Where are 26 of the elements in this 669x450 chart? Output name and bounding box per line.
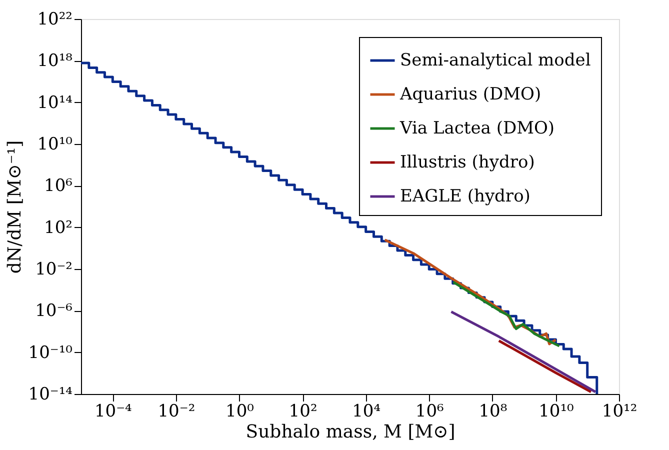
- x-tick-label: 10¹²: [602, 402, 638, 422]
- y-tick-label: 10¹⁸: [37, 51, 73, 72]
- legend-label: Via Lactea (DMO): [399, 118, 555, 138]
- legend-label: Illustris (hydro): [400, 152, 535, 172]
- x-tick-label: 10⁴: [352, 402, 381, 422]
- x-tick-label: 10²: [288, 402, 318, 422]
- x-axis-title: Subhalo mass, M [M⊙]: [246, 422, 456, 442]
- x-tick-label: 10¹⁰: [538, 402, 574, 422]
- y-tick-label: 10²²: [37, 10, 72, 30]
- x-tick-label: 10⁸: [478, 402, 508, 422]
- legend-label: Aquarius (DMO): [399, 84, 542, 104]
- y-axis-title: dN/dM [M⊙⁻¹]: [4, 140, 26, 274]
- y-tick-label: 10¹⁴: [37, 92, 73, 113]
- y-tick-label: 10⁻¹⁰: [28, 342, 73, 363]
- legend-label: EAGLE (hydro): [400, 186, 530, 206]
- y-tick-label: 10⁻¹⁴: [28, 384, 73, 404]
- y-tick-label: 10⁻⁶: [35, 301, 73, 322]
- y-tick-label: 10²: [44, 218, 72, 238]
- x-tick-label: 10⁰: [226, 402, 254, 422]
- x-tick-label: 10⁻⁴: [94, 402, 132, 422]
- x-tick-label: 10⁶: [415, 402, 444, 422]
- x-tick-label: 10⁻²: [158, 402, 196, 422]
- legend-label: Semi-analytical model: [400, 50, 591, 70]
- y-tick-label: 10⁶: [44, 176, 73, 196]
- y-tick-label: 10¹⁰: [37, 134, 73, 154]
- y-tick-label: 10⁻²: [35, 260, 72, 280]
